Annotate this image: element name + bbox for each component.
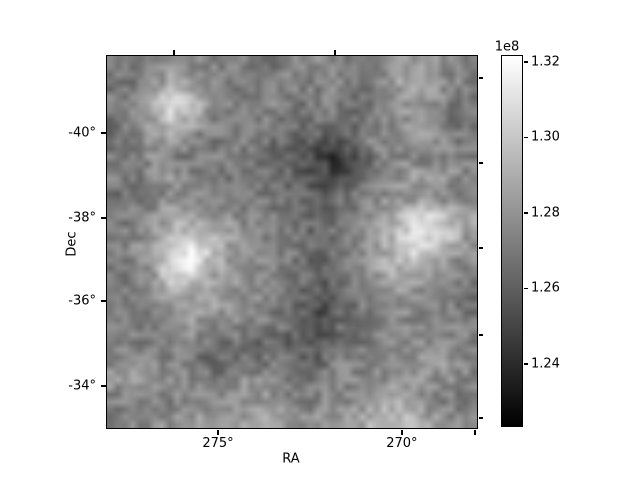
- y-axis-label: Dec: [64, 231, 80, 257]
- y-tick-label: -40°: [68, 125, 96, 141]
- colorbar-tick-mark: [523, 363, 528, 365]
- colorbar-tick-label: 1.26: [531, 280, 560, 296]
- x-tick-mark-top: [334, 49, 336, 55]
- colorbar: [500, 54, 523, 427]
- colorbar-gradient: [501, 55, 522, 426]
- x-tick-label: 275°: [202, 436, 234, 451]
- x-tick-mark: [401, 429, 403, 435]
- y-tick-mark: [100, 132, 106, 134]
- y-tick-mark-right: [478, 162, 483, 164]
- colorbar-tick-label: 1.30: [531, 129, 560, 145]
- x-tick-mark: [217, 429, 219, 435]
- y-tick-label: -36°: [68, 293, 96, 309]
- x-tick-mark: [474, 429, 476, 435]
- y-tick-mark: [100, 217, 106, 219]
- colorbar-tick-label: 1.24: [531, 356, 560, 372]
- colorbar-tick-mark: [523, 287, 528, 290]
- colorbar-tick-mark: [523, 212, 528, 214]
- y-tick-label: -38°: [68, 210, 96, 226]
- colorbar-tick-label: 1.32: [531, 54, 560, 70]
- sky-heatmap-image: [106, 55, 477, 428]
- y-tick-mark-right: [478, 247, 483, 249]
- x-tick-mark-top: [173, 49, 175, 55]
- y-tick-mark: [100, 300, 106, 302]
- y-tick-mark-right: [478, 334, 483, 336]
- colorbar-tick-mark: [523, 61, 528, 63]
- x-tick-label: 270°: [386, 436, 418, 451]
- plot-area: [105, 54, 478, 429]
- y-tick-mark: [100, 385, 106, 387]
- colorbar-tick-label: 1.28: [531, 205, 560, 221]
- y-tick-mark-right: [478, 77, 483, 79]
- y-tick-mark-right: [478, 417, 483, 419]
- y-tick-label: -34°: [68, 378, 96, 394]
- colorbar-tick-mark: [523, 136, 528, 139]
- colorbar-offset-label: 1e8: [494, 39, 520, 55]
- x-axis-label: RA: [282, 451, 300, 467]
